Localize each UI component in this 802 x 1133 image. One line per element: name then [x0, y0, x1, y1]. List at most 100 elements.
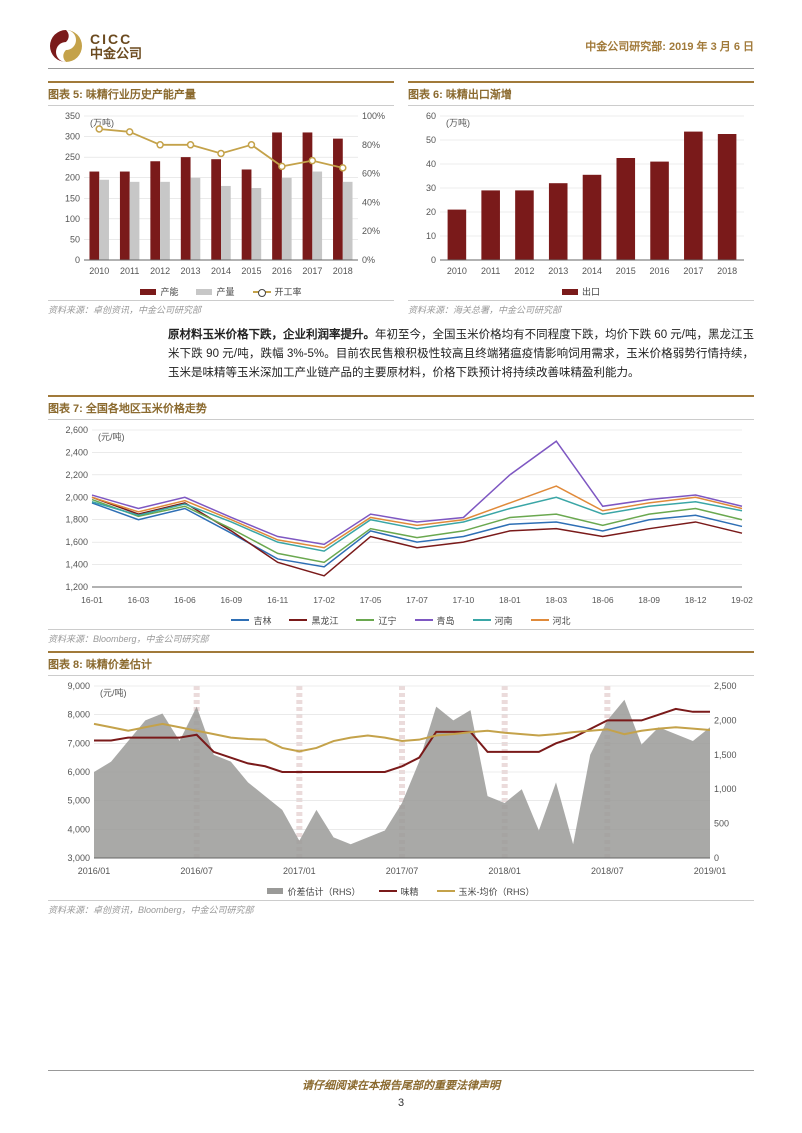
svg-text:0: 0 — [714, 853, 719, 863]
chart8-legend: 价差估计（RHS）味精玉米-均价（RHS） — [48, 885, 754, 898]
svg-text:50: 50 — [426, 135, 436, 145]
svg-text:18-01: 18-01 — [499, 595, 521, 605]
svg-text:16-01: 16-01 — [81, 595, 103, 605]
chart5-source: 资料来源：卓创资讯，中金公司研究部 — [48, 300, 394, 316]
svg-text:17-07: 17-07 — [406, 595, 428, 605]
svg-text:(万吨): (万吨) — [446, 117, 470, 128]
svg-text:0: 0 — [431, 255, 436, 265]
svg-text:40: 40 — [426, 159, 436, 169]
svg-text:2016: 2016 — [650, 266, 670, 276]
svg-text:2013: 2013 — [181, 266, 201, 276]
svg-text:2017: 2017 — [302, 266, 322, 276]
svg-text:2014: 2014 — [211, 266, 231, 276]
svg-text:300: 300 — [65, 132, 80, 142]
svg-text:40%: 40% — [362, 197, 380, 207]
svg-text:2011: 2011 — [481, 266, 500, 276]
svg-text:150: 150 — [65, 193, 80, 203]
svg-text:500: 500 — [714, 819, 729, 829]
svg-text:16-03: 16-03 — [128, 595, 150, 605]
svg-text:250: 250 — [65, 152, 80, 162]
svg-text:2019/01: 2019/01 — [694, 866, 727, 876]
svg-text:2018/01: 2018/01 — [488, 866, 521, 876]
svg-text:1,400: 1,400 — [65, 559, 88, 569]
svg-text:17-10: 17-10 — [453, 595, 475, 605]
svg-text:6,000: 6,000 — [67, 767, 90, 777]
svg-text:3,000: 3,000 — [67, 853, 90, 863]
logo-text-cn: 中金公司 — [90, 47, 142, 61]
logo: CICC 中金公司 — [48, 28, 142, 64]
chart7-panel: 图表 7: 全国各地区玉米价格走势 1,2001,4001,6001,8002,… — [48, 395, 754, 645]
svg-text:2016: 2016 — [272, 266, 292, 276]
svg-text:80%: 80% — [362, 140, 380, 150]
svg-text:20: 20 — [426, 207, 436, 217]
svg-text:19-02: 19-02 — [731, 595, 753, 605]
chart8: 3,0004,0005,0006,0007,0008,0009,00005001… — [48, 680, 754, 880]
svg-text:2017: 2017 — [683, 266, 703, 276]
svg-text:2015: 2015 — [616, 266, 636, 276]
svg-text:7,000: 7,000 — [67, 738, 90, 748]
svg-text:2,600: 2,600 — [65, 425, 88, 435]
svg-text:2018: 2018 — [333, 266, 353, 276]
chart6-source: 资料来源：海关总署，中金公司研究部 — [408, 300, 754, 316]
svg-text:350: 350 — [65, 111, 80, 121]
svg-text:2011: 2011 — [120, 266, 139, 276]
svg-text:0: 0 — [75, 255, 80, 265]
svg-text:8,000: 8,000 — [67, 710, 90, 720]
svg-text:16-09: 16-09 — [220, 595, 242, 605]
svg-text:2,400: 2,400 — [65, 447, 88, 457]
chart7: 1,2001,4001,6001,8002,0002,2002,4002,600… — [48, 424, 754, 609]
svg-text:2018/07: 2018/07 — [591, 866, 624, 876]
svg-text:4,000: 4,000 — [67, 824, 90, 834]
para-lead: 原材料玉米价格下跌，企业利润率提升。 — [168, 329, 375, 341]
chart7-title: 图表 7: 全国各地区玉米价格走势 — [48, 395, 754, 420]
svg-text:16-06: 16-06 — [174, 595, 196, 605]
svg-text:(万吨): (万吨) — [90, 117, 114, 128]
svg-text:2016/07: 2016/07 — [180, 866, 213, 876]
logo-text-en: CICC — [90, 32, 142, 47]
svg-text:0%: 0% — [362, 255, 375, 265]
svg-text:1,500: 1,500 — [714, 750, 737, 760]
svg-text:1,600: 1,600 — [65, 537, 88, 547]
footer-page: 3 — [0, 1097, 802, 1109]
svg-text:20%: 20% — [362, 226, 380, 236]
top-chart-row: 图表 5: 味精行业历史产能产量 0501001502002503003500%… — [48, 81, 754, 316]
chart7-source: 资料来源：Bloomberg，中金公司研究部 — [48, 629, 754, 645]
svg-text:(元/吨): (元/吨) — [98, 431, 125, 442]
chart6-panel: 图表 6: 味精出口渐增 0 10 20 30 40 50 60 (万吨) 2010 2011 20… — [408, 81, 754, 316]
svg-text:2,500: 2,500 — [714, 681, 737, 691]
svg-text:2,200: 2,200 — [65, 470, 88, 480]
svg-text:2018: 2018 — [717, 266, 737, 276]
page-footer: 请仔细阅读在本报告尾部的重要法律声明 3 — [0, 1070, 802, 1109]
chart5: 0501001502002503003500%20%40%60%80%100%(… — [48, 110, 394, 280]
svg-text:16-11: 16-11 — [267, 595, 288, 605]
svg-text:30: 30 — [426, 183, 436, 193]
logo-icon — [48, 28, 84, 64]
svg-text:18-12: 18-12 — [685, 595, 707, 605]
chart8-panel: 图表 8: 味精价差估计 3,0004,0005,0006,0007,0008,… — [48, 651, 754, 916]
svg-text:1,000: 1,000 — [714, 784, 737, 794]
svg-text:2014: 2014 — [582, 266, 602, 276]
svg-text:100%: 100% — [362, 111, 385, 121]
chart6-legend: 出口 — [408, 285, 754, 298]
svg-text:5,000: 5,000 — [67, 796, 90, 806]
chart6-title: 图表 6: 味精出口渐增 — [408, 81, 754, 106]
svg-text:17-02: 17-02 — [313, 595, 335, 605]
svg-text:2010: 2010 — [447, 266, 467, 276]
svg-text:2013: 2013 — [548, 266, 568, 276]
svg-text:50: 50 — [70, 234, 80, 244]
svg-text:17-05: 17-05 — [360, 595, 382, 605]
svg-text:2017/07: 2017/07 — [386, 866, 419, 876]
svg-text:1,800: 1,800 — [65, 515, 88, 525]
header-meta: 中金公司研究部: 2019 年 3 月 6 日 — [585, 38, 754, 54]
svg-text:60: 60 — [426, 111, 436, 121]
svg-text:100: 100 — [65, 214, 80, 224]
chart5-panel: 图表 5: 味精行业历史产能产量 0501001502002503003500%… — [48, 81, 394, 316]
body-paragraph: 原材料玉米价格下跌，企业利润率提升。年初至今，全国玉米价格均有不同程度下跌，均价… — [168, 326, 754, 383]
footer-disclaimer: 请仔细阅读在本报告尾部的重要法律声明 — [48, 1070, 754, 1093]
svg-text:10: 10 — [426, 231, 436, 241]
svg-text:60%: 60% — [362, 169, 380, 179]
page-header: CICC 中金公司 中金公司研究部: 2019 年 3 月 6 日 — [48, 28, 754, 69]
svg-text:18-09: 18-09 — [638, 595, 660, 605]
svg-text:(元/吨): (元/吨) — [100, 687, 127, 698]
svg-text:2,000: 2,000 — [65, 492, 88, 502]
